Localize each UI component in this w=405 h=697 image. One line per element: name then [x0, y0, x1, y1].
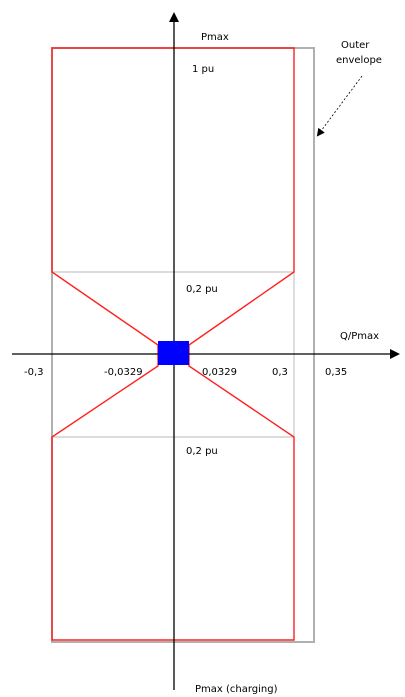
y-axis-top-label: Pmax — [201, 32, 229, 43]
tick-label-neg-0-3: -0,3 — [24, 367, 44, 378]
upper-mid-value-label: 0,2 pu — [186, 284, 218, 295]
tick-label-neg-0-0329: -0,0329 — [104, 367, 143, 378]
outer-envelope-pointer-arrow — [316, 75, 363, 137]
tick-label-pos-0-3: 0,3 — [272, 367, 288, 378]
lower-mid-value-label: 0,2 pu — [186, 446, 218, 457]
y-axis-bottom-label: Pmax (charging) — [195, 684, 278, 695]
outer-envelope-label-line1: Outer — [341, 40, 370, 51]
tick-label-pos-0-35: 0,35 — [325, 367, 347, 378]
outer-envelope-label-line2: envelope — [336, 55, 382, 66]
tick-label-pos-0-0329: 0,0329 — [202, 367, 237, 378]
origin-operating-region — [158, 341, 189, 365]
top-value-label: 1 pu — [192, 64, 214, 75]
x-axis-label: Q/Pmax — [340, 331, 379, 342]
